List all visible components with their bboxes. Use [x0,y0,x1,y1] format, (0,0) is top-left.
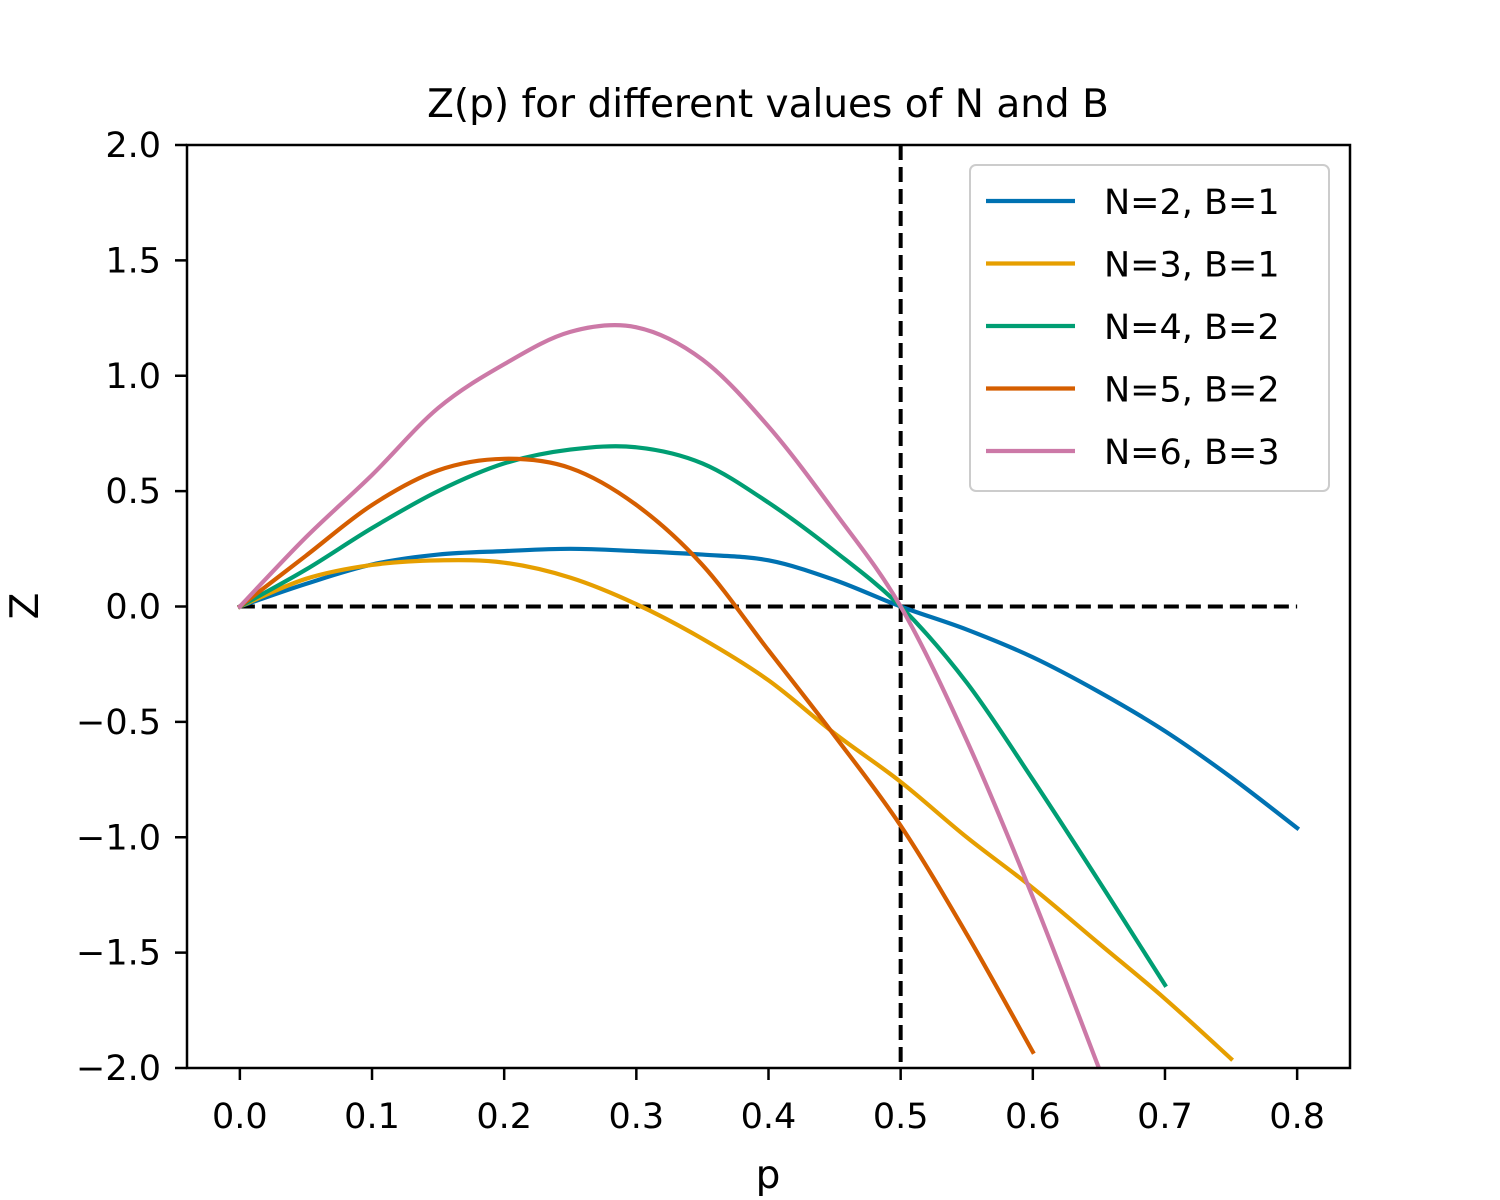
series-line-2 [237,558,1235,1062]
legend: N=2, B=1 N=3, B=1 N=4, B=2 N=5, B=2 N=6, B=3 [969,164,1330,492]
y-tick-label: −1.0 [76,818,161,858]
x-tick-label: 0.7 [1137,1097,1193,1137]
y-tick-label: 0.5 [105,472,161,512]
plot-area [236,145,1301,1068]
legend-items: N=2, B=1 N=3, B=1 N=4, B=2 N=5, B=2 N=6, B=3 [986,183,1280,473]
series-line-4 [236,456,1036,1055]
series-line-3 [237,444,1168,988]
y-tick-label: −0.5 [76,703,161,743]
legend-label-3: N=4, B=2 [1104,308,1280,348]
x-tick-label: 0.5 [873,1097,929,1137]
y-tick-label: 0.0 [105,588,161,628]
x-tick-label: 0.6 [1005,1097,1061,1137]
legend-label-2: N=3, B=1 [1104,246,1280,286]
y-tick-label: 2.0 [105,126,161,166]
legend-frame [969,164,1330,492]
axis-ticks: 0.0 0.1 0.2 0.3 0.4 0.5 0.6 0.7 0.8 2.0 1.5 1.0 0.5 0… [76,126,1325,1137]
y-tick-label: 1.5 [105,241,161,281]
x-tick-label: 0.0 [212,1097,268,1137]
y-axis-label: Z [3,593,48,620]
legend-label-5: N=6, B=3 [1104,433,1280,473]
x-axis-label: p [756,1153,781,1198]
series-line-1 [237,546,1301,831]
x-tick-label: 0.2 [476,1097,532,1137]
x-tick-label: 0.3 [609,1097,665,1137]
x-tick-label: 0.8 [1269,1097,1325,1137]
y-tick-label: 1.0 [105,357,161,397]
y-tick-label: −2.0 [76,1049,161,1089]
series-line-5 [236,322,1102,1068]
chart-title: Z(p) for different values of N and B [427,82,1109,127]
legend-label-1: N=2, B=1 [1104,183,1280,223]
y-tick-label: −1.5 [76,934,161,974]
legend-label-4: N=5, B=2 [1104,371,1280,411]
x-tick-label: 0.4 [741,1097,797,1137]
x-tick-label: 0.1 [344,1097,400,1137]
